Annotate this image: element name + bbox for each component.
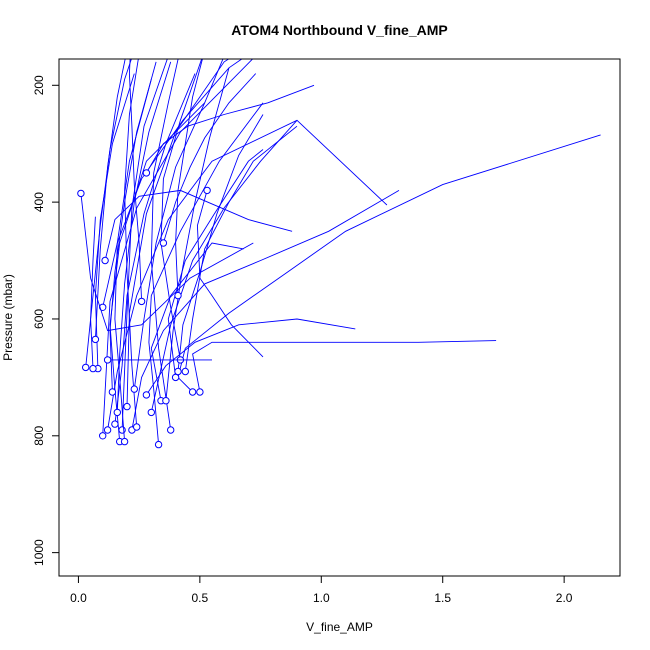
plot-data	[77, 59, 601, 449]
series-line	[150, 59, 179, 431]
y-tick-label: 600	[32, 309, 46, 329]
series-line	[160, 59, 203, 360]
x-tick-label: 0.0	[70, 591, 87, 605]
series-line	[109, 61, 157, 393]
data-point	[103, 426, 112, 434]
x-axis-label: V_fine_AMP	[306, 620, 373, 634]
data-point	[123, 402, 131, 411]
chart-title: ATOM4 Northbound V_fine_AMP	[231, 22, 447, 38]
data-point	[174, 367, 182, 376]
data-point	[82, 363, 90, 372]
series-line	[192, 340, 497, 393]
series-line	[104, 189, 293, 261]
series-line	[90, 216, 96, 369]
data-point	[91, 335, 100, 344]
data-point	[162, 397, 170, 405]
data-point	[130, 385, 139, 393]
data-point	[167, 426, 175, 434]
data-point	[147, 408, 156, 417]
y-axis-label: Pressure (mbar)	[1, 274, 15, 361]
data-point	[133, 423, 141, 431]
series-line	[196, 190, 264, 358]
series-line	[133, 59, 224, 390]
data-point	[108, 388, 117, 396]
data-point	[89, 364, 97, 373]
data-point	[181, 367, 190, 376]
series-line	[85, 59, 132, 368]
series-line	[114, 73, 196, 425]
data-point	[203, 186, 211, 195]
series-line	[94, 59, 126, 340]
series-line	[131, 190, 400, 431]
series-line	[121, 59, 168, 431]
y-tick-label: 200	[32, 75, 46, 95]
series-line	[184, 125, 298, 372]
data-point	[196, 388, 204, 396]
series-line	[116, 61, 172, 413]
series-line	[146, 84, 315, 174]
data-point	[103, 356, 112, 364]
data-point	[137, 297, 146, 306]
series-line	[177, 114, 264, 372]
data-point	[188, 388, 197, 396]
series-line	[126, 59, 230, 407]
series-line	[102, 59, 243, 308]
data-point	[120, 437, 129, 446]
y-tick-label: 800	[32, 425, 46, 445]
series-line	[109, 102, 206, 442]
series-line	[146, 318, 356, 396]
series-line	[124, 59, 139, 428]
plot-frame	[58, 58, 621, 577]
data-point	[113, 408, 122, 417]
x-tick-label: 0.5	[192, 591, 209, 605]
series-line	[162, 73, 257, 244]
data-point	[99, 303, 107, 311]
data-point	[99, 432, 107, 440]
series-line	[148, 102, 264, 445]
data-point	[77, 189, 85, 198]
data-point	[142, 169, 151, 177]
data-point	[101, 256, 109, 265]
data-point	[118, 426, 126, 434]
series-line	[102, 59, 254, 436]
y-tick-label: 400	[32, 192, 46, 212]
x-tick-label: 1.5	[434, 591, 451, 605]
series-line	[177, 134, 601, 393]
series-line	[128, 59, 143, 302]
x-tick-label: 1.0	[313, 591, 330, 605]
data-point	[142, 391, 151, 399]
y-tick-label: 1000	[32, 539, 46, 566]
data-point	[174, 291, 182, 300]
data-point	[159, 239, 168, 247]
data-point	[111, 420, 119, 428]
y-axis: 200 400 600 800 1000	[32, 75, 60, 566]
series-line	[150, 120, 298, 413]
series-line	[175, 59, 203, 296]
series-line	[150, 242, 244, 401]
series-line	[80, 193, 254, 332]
x-tick-label: 2.0	[556, 591, 573, 605]
data-point	[154, 440, 163, 449]
x-axis: 0.0 0.5 1.0 1.5 2.0	[70, 575, 573, 605]
